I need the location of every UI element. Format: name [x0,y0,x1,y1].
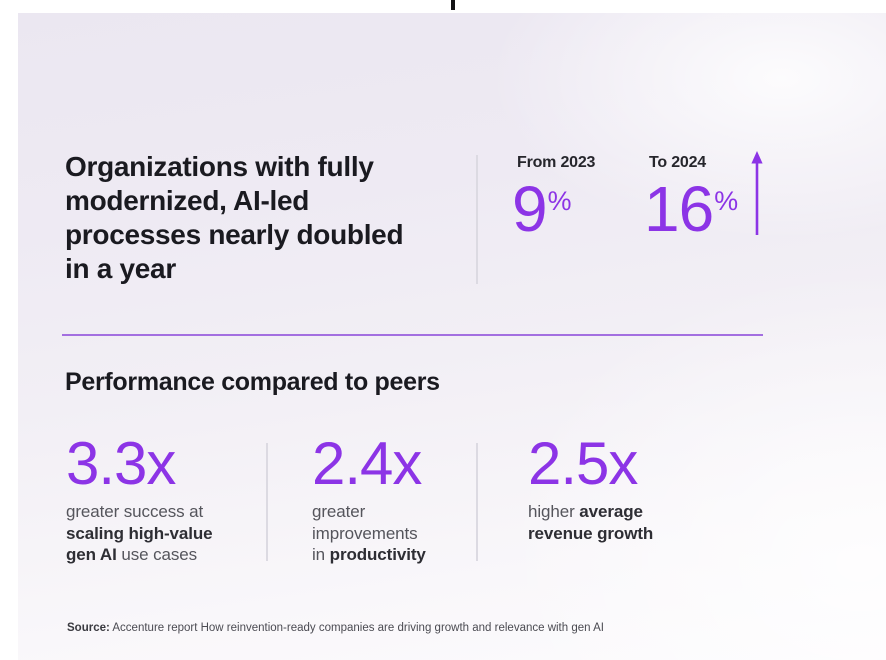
peer-stat-1: 3.3x greater success at scaling high-valu… [66,434,213,566]
headline-line: in a year [65,253,176,284]
stat-from-label: From 2023 [517,154,596,171]
cropped-text-fragment [451,0,455,10]
peer-stat-description: higher average revenue growth [528,502,654,543]
source-prefix: Source: [67,622,110,634]
peer-stat-value: 2.4x [312,430,422,497]
section-divider [62,334,763,336]
peer-stat-description: greater improvements in productivity [312,502,426,564]
peer-stat-value: 3.3x [66,430,176,497]
stat-from-value: 9% [512,173,572,245]
headline: Organizations with fully modernized, AI-… [65,150,485,286]
peer-stat-3: 2.5x higher average revenue growth [528,434,653,544]
headline-line: processes nearly doubled [65,219,404,250]
stats-vertical-divider [266,443,268,561]
stats-vertical-divider [476,443,478,561]
stat-to-label: To 2024 [649,154,706,171]
hero-vertical-divider [476,155,478,284]
headline-line: Organizations with fully [65,151,374,182]
peer-stat-description: greater success at scaling high-value gen … [66,502,213,564]
source-text: Accenture report How reinvention-ready c… [112,622,604,634]
stat-to-2024: To 2024 16% [644,154,738,241]
percent-sign: % [714,186,739,217]
headline-line: modernized, AI-led [65,185,310,216]
stat-to-value: 16% [644,173,739,245]
percent-sign: % [547,186,572,217]
infographic-card: Organizations with fully modernized, AI-… [18,13,886,660]
stat-from-2023: From 2023 9% [512,154,595,241]
peer-stat-2: 2.4x greater improvements in productivity [312,434,426,566]
arrow-up-icon [751,151,763,235]
peer-stat-value: 2.5x [528,430,638,497]
source-attribution: Source: Accenture report How reinvention… [67,622,604,634]
performance-heading: Performance compared to peers [65,368,440,396]
